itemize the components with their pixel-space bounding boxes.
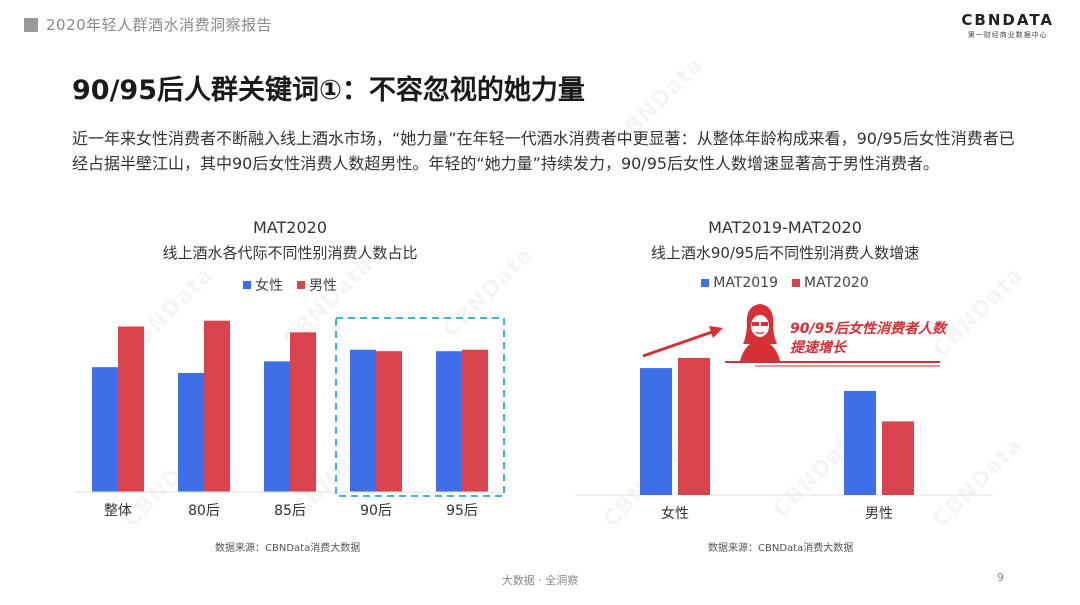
legend-swatch-male (297, 281, 305, 289)
report-title: 2020年轻人群酒水消费洞察报告 (46, 16, 273, 34)
footer-tagline: 大数据 · 全洞察 (501, 574, 579, 587)
chart1-legend: 女性 男性 (70, 275, 510, 295)
legend-label: 女性 (255, 278, 283, 294)
chart1-plot: 整体 80后 85后 90后 95后 (74, 317, 505, 519)
avatar-glasses-left (752, 322, 759, 326)
page-number: 9 (997, 571, 1004, 584)
avatar-glasses-right (761, 322, 768, 326)
report-header: 2020年轻人群酒水消费洞察报告 (24, 14, 272, 35)
bar-mat2019 (640, 368, 672, 495)
x-tick-label: 95后 (446, 503, 478, 519)
avatar-body (740, 340, 780, 361)
growth-arrow-shaft (642, 329, 716, 358)
legend-label: MAT2020 (804, 275, 869, 291)
legend-item-female: 女性 (243, 275, 283, 295)
growth-rate-chart: MAT2019-MAT2020 线上酒水90/95后不同性别消费人数增速 MAT… (575, 214, 995, 554)
bar-mat2020 (678, 357, 710, 495)
avatar-mouth (755, 331, 765, 335)
page-title: 90/95后人群关键词①：不容忽视的她力量 (72, 75, 585, 106)
chart2-title: MAT2019-MAT2020 (708, 218, 862, 237)
legend-swatch-female (243, 281, 251, 289)
x-tick-label: 80后 (188, 503, 220, 519)
legend-swatch-mat2020 (792, 279, 800, 287)
x-tick-label: 男性 (865, 506, 893, 522)
bar-female (436, 351, 462, 492)
legend-swatch-mat2019 (701, 279, 710, 287)
chart1-subtitle: 线上酒水各代际不同性别消费人数占比 (162, 244, 418, 262)
chart2-subtitle: 线上酒水90/95后不同性别消费人数增速 (650, 244, 920, 262)
generation-gender-chart: MAT2020 线上酒水各代际不同性别消费人数占比 女性 男性 整体 80后 85后… (70, 214, 510, 554)
bar-mat2019 (844, 390, 876, 495)
bar-male (290, 332, 316, 492)
bar-female (92, 367, 118, 492)
legend-label: 男性 (309, 278, 337, 294)
avatar-face (751, 315, 769, 337)
brand-logo: CBNDATA 第一财经商业数据中心 (961, 11, 1054, 40)
legend-label: MAT2019 (713, 275, 778, 291)
x-tick-label: 女性 (661, 505, 689, 522)
legend-item-mat2020: MAT2020 (792, 275, 869, 291)
callout-line-1: 90/95后女性消费者人数 (790, 321, 947, 337)
chart2-legend: MAT2019 MAT2020 (575, 275, 995, 291)
bar-mat2020 (882, 421, 914, 495)
bar-male (462, 349, 488, 492)
legend-item-male: 男性 (297, 275, 337, 295)
woman-avatar-icon (740, 304, 780, 361)
bar-male (118, 326, 144, 492)
callout-annotation: 90/95后女性消费者人数 提速增长 (790, 320, 946, 358)
highlight-box (335, 317, 505, 497)
intro-paragraph: 近一年来女性消费者不断融入线上酒水市场，“她力量”在年轻一代酒水消费者中更显著：… (72, 129, 1015, 173)
logo-subtitle: 第一财经商业数据中心 (967, 31, 1048, 39)
legend-item-mat2019: MAT2019 (701, 275, 778, 291)
x-tick-label: 整体 (104, 503, 132, 519)
callout-line-2: 提速增长 (790, 340, 846, 356)
chart2-source: 数据来源：CBNData消费大数据 (708, 543, 854, 554)
chart1-title: MAT2020 (253, 218, 327, 237)
bar-female (178, 372, 204, 492)
bar-female (264, 361, 290, 492)
bar-male (204, 320, 230, 492)
bar-male (376, 351, 402, 492)
x-tick-label: 90后 (360, 503, 392, 519)
chart1-source: 数据来源：CBNData消费大数据 (215, 543, 361, 554)
logo-name: CBNDATA (961, 11, 1054, 29)
chart2-plot: 女性 男性 (575, 304, 993, 522)
bar-female (350, 349, 376, 492)
header-square-icon (24, 17, 38, 32)
growth-arrow-head (709, 326, 723, 338)
x-tick-label: 85后 (274, 503, 306, 519)
